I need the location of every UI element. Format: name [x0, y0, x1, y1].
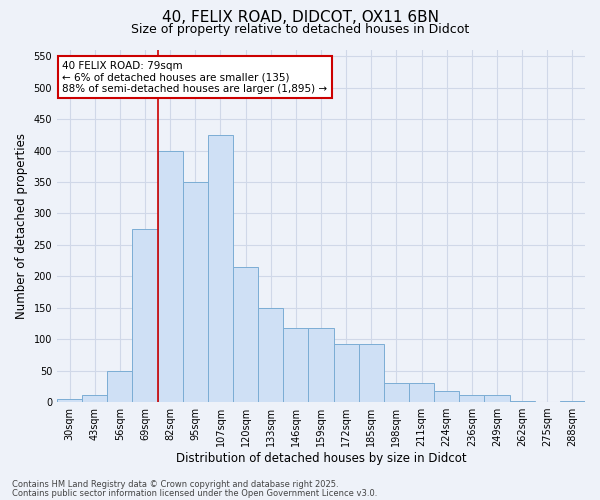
Bar — [258, 308, 283, 402]
Bar — [384, 383, 409, 402]
Bar — [560, 401, 585, 402]
Bar — [308, 328, 334, 402]
Text: 40, FELIX ROAD, DIDCOT, OX11 6BN: 40, FELIX ROAD, DIDCOT, OX11 6BN — [161, 10, 439, 25]
Bar — [208, 135, 233, 402]
Bar — [183, 182, 208, 402]
Bar — [484, 395, 509, 402]
Y-axis label: Number of detached properties: Number of detached properties — [15, 133, 28, 319]
Bar — [334, 344, 359, 402]
Bar — [459, 395, 484, 402]
Text: Contains public sector information licensed under the Open Government Licence v3: Contains public sector information licen… — [12, 488, 377, 498]
Bar — [359, 344, 384, 402]
Bar — [409, 383, 434, 402]
Text: Contains HM Land Registry data © Crown copyright and database right 2025.: Contains HM Land Registry data © Crown c… — [12, 480, 338, 489]
X-axis label: Distribution of detached houses by size in Didcot: Distribution of detached houses by size … — [176, 452, 466, 465]
Bar — [509, 401, 535, 402]
Text: 40 FELIX ROAD: 79sqm
← 6% of detached houses are smaller (135)
88% of semi-detac: 40 FELIX ROAD: 79sqm ← 6% of detached ho… — [62, 60, 328, 94]
Bar — [233, 267, 258, 402]
Bar — [434, 392, 459, 402]
Bar — [57, 399, 82, 402]
Bar — [82, 394, 107, 402]
Bar — [158, 150, 183, 402]
Text: Size of property relative to detached houses in Didcot: Size of property relative to detached ho… — [131, 22, 469, 36]
Bar — [133, 229, 158, 402]
Bar — [107, 370, 133, 402]
Bar — [283, 328, 308, 402]
